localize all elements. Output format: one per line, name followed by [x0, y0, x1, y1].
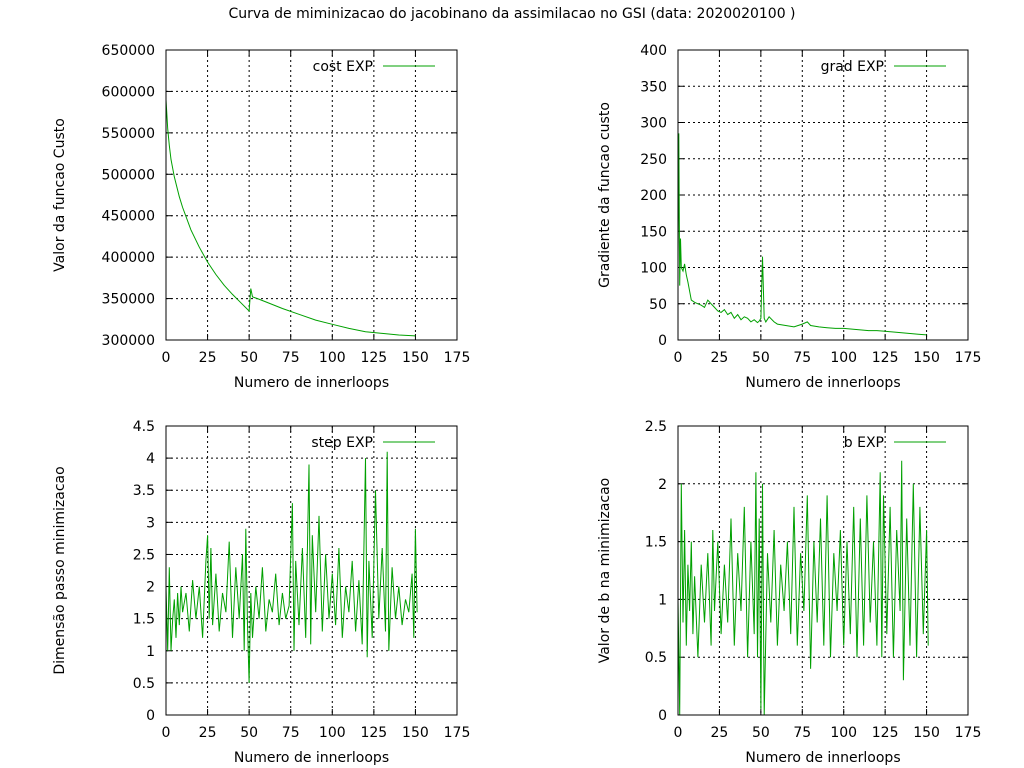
y-tick-label: 0 [658, 708, 667, 724]
x-tick-label: 0 [162, 350, 171, 366]
x-tick-label: 25 [711, 725, 729, 741]
x-axis-label: Numero de innerloops [745, 375, 900, 391]
x-tick-label: 75 [793, 350, 811, 366]
x-tick-label: 25 [199, 725, 217, 741]
x-tick-label: 175 [444, 725, 471, 741]
y-tick-label: 2.5 [645, 419, 667, 435]
y-tick-label: 400000 [102, 250, 155, 266]
panel-b: 0 25 50 75 100 125 150 175 0 0.5 1 1.5 2 2.5 Numero de… [597, 419, 981, 766]
series-line-cost [165, 99, 416, 337]
x-tick-label: 100 [319, 350, 346, 366]
x-tick-label: 75 [282, 725, 300, 741]
x-tick-label: 150 [913, 350, 940, 366]
y-axis-label: Dimensão passo minimizacao [52, 466, 68, 674]
series-line-step [165, 451, 418, 683]
x-tick-label: 125 [360, 725, 387, 741]
x-tick-label: 50 [240, 725, 258, 741]
x-tick-label: 0 [674, 725, 683, 741]
y-axis-label: Valor da funcao Custo [52, 118, 68, 272]
x-axis-label: Numero de innerloops [745, 750, 900, 766]
y-tick-label: 1.5 [645, 535, 667, 551]
y-tick-label: 2.5 [133, 547, 155, 563]
y-axis-label: Gradiente da funcao custo [597, 102, 613, 288]
x-tick-label: 25 [199, 350, 217, 366]
plot-frame [677, 49, 969, 341]
y-tick-label: 4.5 [133, 419, 155, 435]
chart-title: Curva de miminizacao do jacobinano da as… [228, 6, 796, 22]
y-tick-label: 300 [640, 116, 667, 132]
y-tick-label: 4 [146, 451, 155, 467]
x-tick-label: 175 [444, 350, 471, 366]
x-tick-label: 150 [913, 725, 940, 741]
y-tick-label: 1 [146, 644, 155, 660]
plot-frame [165, 425, 458, 716]
y-tick-label: 100 [640, 261, 667, 277]
y-tick-label: 350000 [102, 292, 155, 308]
x-tick-label: 125 [872, 725, 899, 741]
x-tick-label: 50 [240, 350, 258, 366]
x-tick-label: 50 [752, 725, 770, 741]
y-tick-label: 3.5 [133, 483, 155, 499]
y-tick-label: 0 [658, 333, 667, 349]
y-tick-label: 500000 [102, 167, 155, 183]
x-tick-label: 175 [955, 350, 982, 366]
x-tick-label: 25 [711, 350, 729, 366]
y-tick-label: 3 [146, 515, 155, 531]
x-axis-label: Numero de innerloops [234, 750, 389, 766]
y-tick-label: 2 [146, 580, 155, 596]
x-tick-label: 125 [872, 350, 899, 366]
y-tick-label: 0.5 [133, 676, 155, 692]
y-tick-label: 550000 [102, 126, 155, 142]
x-tick-label: 0 [674, 350, 683, 366]
plot-frame [165, 49, 458, 341]
x-tick-label: 50 [752, 350, 770, 366]
y-axis-label: Valor de b na minimizacao [597, 478, 613, 664]
series-line-grad [677, 133, 927, 336]
y-tick-label: 1.5 [133, 612, 155, 628]
x-tick-label: 175 [955, 725, 982, 741]
panel-cost: 0 25 50 75 100 125 150 175 300000 350000 400000 450… [52, 43, 470, 391]
y-tick-label: 250 [640, 152, 667, 168]
y-tick-label: 0 [146, 708, 155, 724]
x-axis-label: Numero de innerloops [234, 375, 389, 391]
x-tick-label: 0 [162, 725, 171, 741]
y-tick-label: 600000 [102, 84, 155, 100]
y-tick-label: 300000 [102, 333, 155, 349]
y-tick-label: 450000 [102, 209, 155, 225]
x-tick-label: 150 [402, 350, 429, 366]
x-tick-label: 75 [793, 725, 811, 741]
y-tick-label: 150 [640, 224, 667, 240]
y-tick-label: 0.5 [645, 650, 667, 666]
y-tick-label: 200 [640, 188, 667, 204]
y-tick-label: 400 [640, 43, 667, 59]
y-tick-label: 50 [649, 297, 667, 313]
x-tick-label: 125 [360, 350, 387, 366]
x-tick-label: 100 [830, 725, 857, 741]
y-tick-label: 350 [640, 79, 667, 95]
plot-frame [677, 425, 969, 716]
x-tick-label: 100 [830, 350, 857, 366]
legend-label: b EXP [844, 435, 884, 451]
y-tick-label: 1 [658, 592, 667, 608]
y-tick-label: 2 [658, 477, 667, 493]
x-tick-label: 100 [319, 725, 346, 741]
y-tick-label: 650000 [102, 43, 155, 59]
legend-label: step EXP [311, 435, 373, 451]
legend-label: grad EXP [821, 59, 884, 75]
x-tick-label: 150 [402, 725, 429, 741]
panel-step: 0 25 50 75 100 125 150 175 0 0.5 1 1.5 2 2.5 3 3.5 4 4.5 N… [52, 419, 470, 766]
x-tick-label: 75 [282, 350, 300, 366]
panel-grad: 0 25 50 75 100 125 150 175 0 50 100 150 200 250 300 350… [597, 43, 981, 391]
legend-label: cost EXP [313, 59, 373, 75]
series-line-b [677, 460, 929, 716]
